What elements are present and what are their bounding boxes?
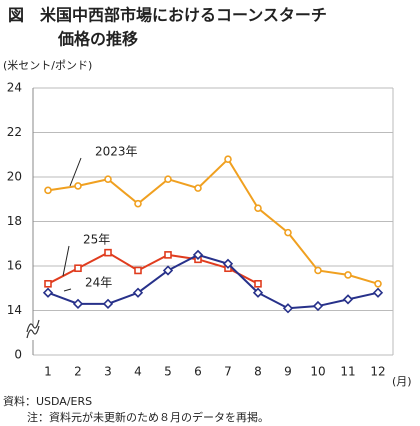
y-tick-label: 16: [7, 259, 22, 273]
marker: [74, 264, 82, 273]
x-tick-label: 12: [370, 365, 385, 379]
x-tick-label: 7: [224, 365, 232, 379]
marker: [42, 287, 54, 298]
x-tick-label: 9: [284, 365, 292, 379]
marker: [44, 279, 52, 288]
x-tick-label: 11: [340, 365, 355, 379]
x-unit: (月): [392, 375, 412, 388]
axis-break: [26, 319, 40, 339]
marker: [132, 287, 144, 298]
marker: [162, 265, 174, 276]
series-line: [47, 157, 379, 285]
label-leader: [69, 157, 82, 187]
series-label: 2023年: [95, 145, 138, 159]
marker: [74, 182, 82, 190]
y-tick-label: 0: [14, 348, 22, 362]
marker: [222, 258, 234, 269]
marker: [254, 279, 262, 288]
marker: [134, 266, 142, 275]
series-label: 25年: [83, 233, 110, 247]
marker: [194, 184, 202, 192]
marker: [134, 199, 142, 208]
marker: [344, 271, 352, 279]
label-leader: [63, 288, 72, 292]
marker: [374, 279, 382, 288]
marker: [282, 303, 294, 314]
marker: [104, 175, 112, 184]
marker: [102, 298, 114, 309]
y-tick-label: 14: [7, 303, 22, 317]
source: 資料：USDA/ERS: [3, 394, 92, 408]
y-unit: (米セント/ポンド): [3, 59, 92, 72]
x-tick-label: 1: [44, 365, 52, 379]
marker: [252, 287, 264, 298]
marker: [284, 228, 292, 237]
marker: [44, 186, 52, 195]
chart-title: 図 米国中西部市場におけるコーンスターチ: [8, 6, 327, 25]
x-tick-label: 8: [254, 365, 262, 379]
label-leader: [62, 245, 70, 277]
series-label: 24年: [85, 276, 112, 290]
marker: [72, 298, 84, 309]
marker: [254, 204, 262, 212]
y-tick-label: 24: [7, 81, 22, 95]
y-tick-label: 20: [7, 170, 22, 184]
marker: [164, 251, 172, 259]
x-tick-label: 6: [194, 365, 202, 379]
marker: [192, 249, 204, 261]
note: 注：資料元が未更新のため８月のデータを再掲。: [27, 410, 269, 424]
marker: [312, 300, 324, 312]
y-tick-label: 22: [7, 125, 22, 139]
x-tick-label: 5: [164, 365, 172, 379]
x-tick-label: 3: [104, 365, 112, 379]
marker: [314, 266, 322, 275]
chart-title: 価格の推移: [57, 30, 138, 49]
marker: [372, 287, 384, 298]
x-tick-label: 4: [134, 365, 142, 379]
x-tick-label: 10: [310, 365, 325, 379]
series-line: [47, 251, 259, 285]
marker: [342, 294, 354, 305]
marker: [224, 155, 232, 163]
x-tick-label: 2: [74, 365, 82, 379]
marker: [104, 248, 112, 257]
marker: [164, 175, 172, 184]
y-tick-label: 18: [7, 214, 22, 228]
